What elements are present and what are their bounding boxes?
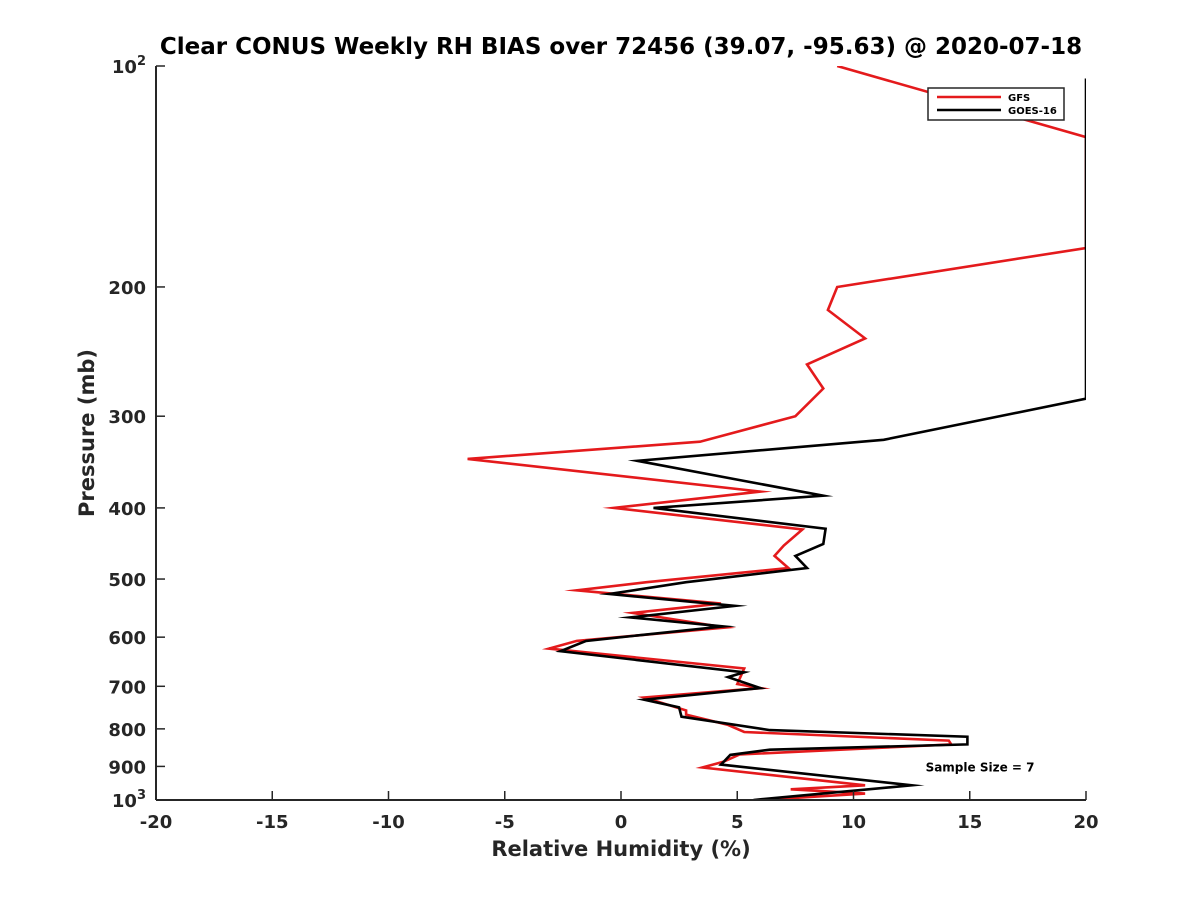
x-tick-label: -20 <box>140 812 173 833</box>
x-axis-label: Relative Humidity (%) <box>491 837 750 861</box>
y-tick-label: 900 <box>108 757 146 778</box>
chart-title: Clear CONUS Weekly RH BIAS over 72456 (3… <box>160 34 1082 60</box>
legend-box <box>927 87 1065 121</box>
legend: GFS GOES-16 <box>927 87 1065 121</box>
x-tick-label: 0 <box>615 812 628 833</box>
x-tick-label: -10 <box>372 812 405 833</box>
y-axis-label: Pressure (mb) <box>75 349 99 517</box>
y-tick-label: 800 <box>108 720 146 741</box>
x-tick-label: 5 <box>731 812 744 833</box>
legend-label-goes16: GOES-16 <box>1008 106 1057 117</box>
series-line-goes16 <box>555 78 1086 800</box>
x-tick-label: 20 <box>1073 812 1098 833</box>
y-tick-label: 500 <box>108 570 146 591</box>
x-tick-label: 15 <box>957 812 982 833</box>
y-tick-label: 200 <box>108 278 146 299</box>
x-tick-label: 10 <box>841 812 866 833</box>
y-tick-label: 700 <box>108 677 146 698</box>
x-tick-label: -15 <box>256 812 289 833</box>
y-tick-label: 102 <box>112 54 146 78</box>
x-tick-label: -5 <box>495 812 515 833</box>
y-tick-label: 600 <box>108 628 146 649</box>
annotation-layer: Sample Size = 7 <box>926 760 1035 774</box>
sample-size-annotation: Sample Size = 7 <box>926 760 1035 774</box>
y-tick-label: 300 <box>108 407 146 428</box>
legend-label-gfs: GFS <box>1008 93 1030 104</box>
series-line-gfs <box>467 66 1086 800</box>
axes-layer: -20 -15 -10 -5 0 5 10 15 20 102 200 300 400 500 600 700… <box>108 54 1098 833</box>
y-tick-label: 400 <box>108 499 146 520</box>
series-layer <box>467 66 1086 800</box>
y-tick-label: 103 <box>112 788 146 812</box>
